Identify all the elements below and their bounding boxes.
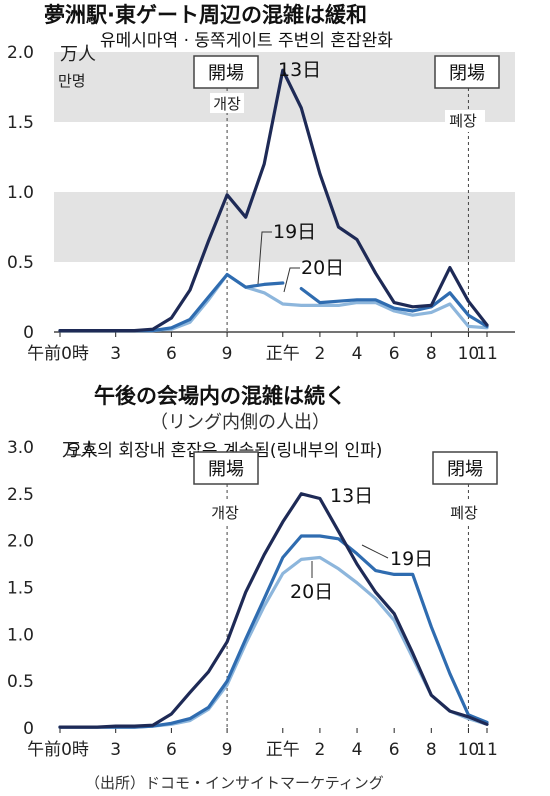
- x-tick-label: 2: [314, 740, 325, 760]
- bottom-series-label-13: 13日: [330, 485, 373, 507]
- x-tick-label: 6: [166, 344, 177, 364]
- x-tick-label: 10: [458, 344, 480, 364]
- x-tick-label: 6: [389, 740, 400, 760]
- bottom-closing-label: 閉場: [447, 459, 483, 480]
- bottom-unit-label: 万人: [62, 440, 98, 461]
- x-tick-label: 正午: [266, 740, 300, 760]
- y-tick-label: 1.0: [7, 625, 34, 645]
- series-line-13: [58, 68, 489, 333]
- x-tick-label: 4: [352, 344, 363, 364]
- y-tick-label: 2.0: [7, 43, 34, 63]
- bottom-chart-title: 午後の会場内の混雑は続く: [94, 384, 346, 408]
- bottom-opening-label: 開場: [208, 459, 244, 480]
- y-tick-label: 3.0: [7, 438, 34, 458]
- x-tick-label: 午前0時: [27, 344, 89, 364]
- x-tick-label: 2: [314, 344, 325, 364]
- y-tick-label: 0.5: [7, 672, 34, 692]
- top-closing-label-korean: 폐장: [449, 112, 477, 130]
- bottom-chart-title-korean: 오후의 회장내 혼잡은 계속됨(링내부의 인파): [66, 441, 382, 461]
- bottom-closing-korean-bg: [441, 502, 487, 524]
- y-tick-label: 0.5: [7, 253, 34, 273]
- top-opening-label-korean: 개장: [213, 95, 241, 113]
- top-opening-box: [193, 55, 259, 89]
- bottom-chart-subtitle: （リング内側の人出）: [150, 412, 330, 433]
- x-tick-label: 9: [222, 344, 233, 364]
- x-tick-label: 午前0時: [27, 740, 89, 760]
- top-series-label-20: 20日: [301, 257, 344, 279]
- series-line-13: [58, 492, 489, 729]
- bottom-series-label-19: 19日: [390, 548, 433, 570]
- x-tick-label: 9: [222, 740, 233, 760]
- y-tick-label: 0: [23, 323, 34, 343]
- top-closing-box: [434, 55, 500, 89]
- y-tick-label: 0: [23, 719, 34, 739]
- bottom-series-lines: [58, 492, 489, 729]
- top-callout-20: [283, 267, 300, 293]
- top-unit-label: 万人: [60, 44, 96, 65]
- series-line-20: [58, 555, 489, 729]
- bottom-series-label-20: 20日: [290, 581, 333, 603]
- x-tick-label: 4: [352, 740, 363, 760]
- top-opening-label: 開場: [208, 63, 244, 84]
- y-tick-label: 1.5: [7, 113, 34, 133]
- y-tick-label: 2.5: [7, 485, 34, 505]
- bottom-y-axis: 0 0.5 1.0 1.5 2.0 2.5 3.0: [7, 438, 34, 739]
- x-tick-label: 6: [166, 740, 177, 760]
- top-closing-korean-bg: [445, 110, 485, 132]
- x-tick-label: 11: [476, 740, 498, 760]
- x-tick-label: 正午: [266, 344, 300, 364]
- y-tick-label: 1.5: [7, 579, 34, 599]
- bottom-opening-label-korean: 개장: [211, 504, 239, 522]
- x-tick-label: 3: [110, 344, 121, 364]
- x-tick-label: 8: [426, 344, 437, 364]
- top-unit-label-korean: 만명: [58, 72, 86, 90]
- top-series-label-13: 13日: [278, 59, 321, 81]
- top-callout-19: [257, 231, 272, 285]
- x-tick-label: 10: [458, 740, 480, 760]
- bottom-opening-box: [193, 451, 259, 485]
- y-tick-label: 1.0: [7, 183, 34, 203]
- top-chart-title: 夢洲駅·東ゲート周辺の混雑は緩和: [44, 3, 367, 27]
- bottom-callout-19: [361, 544, 389, 559]
- top-opening-korean-bg: [210, 93, 244, 113]
- series-line-19: [58, 273, 285, 333]
- bottom-opening-korean-bg: [204, 502, 248, 524]
- source-note: （出所）ドコモ・インサイトマーケティング: [85, 774, 384, 792]
- x-tick-label: 11: [476, 344, 498, 364]
- grid-band: [54, 192, 515, 262]
- x-tick-label: 3: [110, 740, 121, 760]
- top-series-label-19: 19日: [273, 221, 316, 243]
- bottom-closing-box: [432, 451, 498, 485]
- top-closing-label: 閉場: [449, 63, 485, 84]
- top-chart-title-korean: 유메시마역 · 동쪽게이트 주변의 혼잡완화: [100, 31, 393, 51]
- x-tick-label: 8: [426, 740, 437, 760]
- y-tick-label: 2.0: [7, 532, 34, 552]
- x-tick-label: 6: [389, 344, 400, 364]
- top-series-lines: [58, 68, 489, 333]
- bottom-closing-label-korean: 폐장: [450, 504, 478, 522]
- top-y-axis: 0 0.5 1.0 1.5 2.0: [7, 43, 34, 343]
- series-line-19: [299, 287, 489, 328]
